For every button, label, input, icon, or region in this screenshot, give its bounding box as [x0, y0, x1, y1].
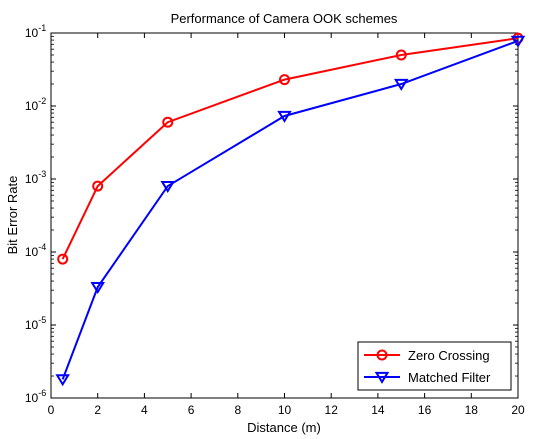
x-tick-label: 10 [278, 403, 292, 417]
data-point [160, 180, 176, 193]
x-tick-label: 4 [141, 403, 148, 417]
x-axis-label: Distance (m) [247, 420, 321, 435]
x-tick-label: 2 [94, 403, 101, 417]
y-tick-label: 10-1 [25, 23, 47, 40]
y-tick-label: 10-2 [25, 96, 47, 113]
legend: Zero Crossing Matched Filter [357, 341, 512, 391]
legend-label: Zero Crossing [408, 348, 490, 363]
x-tick-label: 14 [371, 403, 385, 417]
y-tick-label: 10-3 [25, 169, 47, 186]
data-point [279, 74, 290, 86]
data-point [162, 116, 174, 128]
data-point [510, 35, 526, 48]
series-line [61, 37, 519, 260]
series-0 [57, 32, 524, 265]
series-layer [55, 32, 526, 387]
y-tick-label: 10-6 [25, 388, 47, 405]
legend-marker [374, 371, 390, 384]
legend-marker [376, 349, 388, 361]
ticks-layer: 0 2 4 6 8 10 12 14 16 18 20 10-6 10-5 10-4 10-3 10-… [25, 23, 525, 417]
y-axis-label: Bit Error Rate [5, 176, 20, 255]
x-tick-label: 16 [418, 403, 432, 417]
data-point [393, 78, 409, 91]
y-tick-label: 10-5 [25, 315, 47, 332]
data-point [92, 180, 104, 192]
data-point [90, 282, 105, 295]
x-tick-label: 6 [188, 403, 195, 417]
x-tick-label: 8 [234, 403, 241, 417]
series-1 [55, 35, 526, 387]
legend-label: Matched Filter [408, 370, 491, 385]
x-tick-label: 0 [48, 403, 55, 417]
data-point [57, 253, 69, 265]
data-point [55, 374, 70, 387]
plot-area [50, 32, 519, 399]
chart-title: Performance of Camera OOK schemes [171, 11, 398, 26]
y-tick-label: 10-4 [25, 242, 47, 259]
series-line [61, 39, 519, 380]
x-tick-label: 12 [325, 403, 339, 417]
data-point [395, 49, 407, 61]
x-tick-label: 20 [511, 403, 525, 417]
x-tick-label: 18 [465, 403, 479, 417]
data-point [277, 110, 292, 123]
